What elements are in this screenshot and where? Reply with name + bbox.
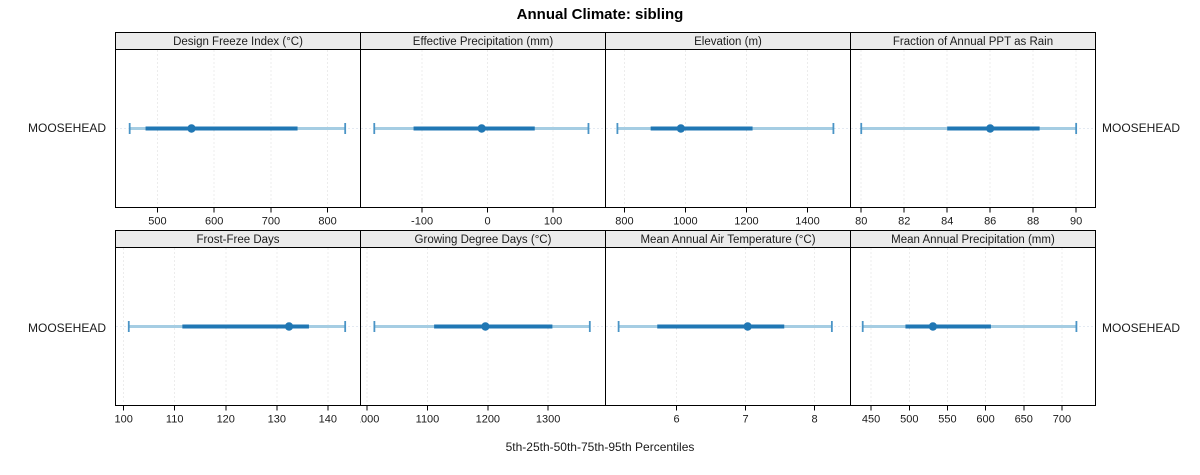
axis-tick-label: 90 bbox=[1070, 216, 1082, 228]
panel-2: Effective Precipitation (mm) -100 0 100 bbox=[360, 32, 606, 228]
panel-6: Growing Degree Days (°C) 1000 1100 1200 1300 bbox=[360, 230, 606, 426]
panel-1: Design Freeze Index (°C) 500 600 700 800 bbox=[115, 32, 361, 228]
panel-strip-title: Mean Annual Air Temperature (°C) bbox=[640, 234, 815, 246]
axis-tick-label: 800 bbox=[318, 216, 336, 228]
median-dot bbox=[187, 124, 196, 133]
row-label-right-bottom: MOOSEHEAD bbox=[1102, 321, 1181, 335]
axis-tick-label: 550 bbox=[938, 414, 956, 426]
axis-tick-label: 600 bbox=[976, 414, 994, 426]
panel-border bbox=[850, 49, 1096, 208]
panel-strip-title: Fraction of Annual PPT as Rain bbox=[893, 36, 1053, 48]
axis-tick-label: 1100 bbox=[416, 414, 440, 426]
panel-strip-title: Effective Precipitation (mm) bbox=[413, 36, 554, 48]
row-label-left-top: MOOSEHEAD bbox=[27, 121, 106, 135]
axis-tick-label: 120 bbox=[217, 414, 235, 426]
axis-tick-label: 1300 bbox=[536, 414, 560, 426]
panel-strip-title: Elevation (m) bbox=[694, 36, 762, 48]
axis-tick-label: 130 bbox=[268, 414, 286, 426]
panel-3: Elevation (m) 800 1000 1200 1400 bbox=[605, 32, 851, 228]
axis-tick-label: 6 bbox=[674, 414, 680, 426]
axis-tick-label: 7 bbox=[743, 414, 749, 426]
row-label-left-bottom: MOOSEHEAD bbox=[27, 321, 106, 335]
axis-tick-label: 86 bbox=[984, 216, 996, 228]
axis-tick-label: 84 bbox=[941, 216, 953, 228]
axis-tick-label: 1000 bbox=[673, 216, 697, 228]
panel-7: Mean Annual Air Temperature (°C) 6 7 8 bbox=[605, 230, 851, 426]
panel-strip-title: Growing Degree Days (°C) bbox=[415, 234, 552, 246]
axis-tick-label: 110 bbox=[166, 414, 184, 426]
axis-tick-label: 80 bbox=[855, 216, 867, 228]
median-dot bbox=[743, 322, 752, 331]
axis-tick-label: 1400 bbox=[795, 216, 819, 228]
axis-tick-label: 82 bbox=[898, 216, 910, 228]
axis-tick-label: 800 bbox=[615, 216, 633, 228]
axis-tick-label: 88 bbox=[1027, 216, 1039, 228]
median-dot bbox=[985, 124, 995, 133]
axis-tick-label: 1000 bbox=[360, 414, 379, 426]
axis-tick-label: 700 bbox=[262, 216, 280, 228]
panel-strip-title: Design Freeze Index (°C) bbox=[173, 36, 303, 48]
axis-tick-label: 140 bbox=[319, 414, 337, 426]
axis-tick-label: 1200 bbox=[476, 414, 500, 426]
panel-border bbox=[850, 247, 1096, 406]
axis-tick-label: 650 bbox=[1015, 414, 1033, 426]
median-dot bbox=[928, 322, 938, 331]
axis-tick-label: 500 bbox=[148, 216, 166, 228]
panel-strip-title: Frost-Free Days bbox=[196, 234, 279, 246]
axis-tick-label: 450 bbox=[862, 414, 880, 426]
median-dot bbox=[481, 322, 490, 331]
median-dot bbox=[676, 124, 686, 133]
axis-tick-label: 500 bbox=[900, 414, 918, 426]
axis-tick-label: 100 bbox=[115, 414, 133, 426]
axis-tick-label: 600 bbox=[205, 216, 223, 228]
median-dot bbox=[284, 322, 294, 331]
axis-tick-label: 700 bbox=[1053, 414, 1071, 426]
panel-strip-title: Mean Annual Precipitation (mm) bbox=[891, 234, 1055, 246]
chart-title: Annual Climate: sibling bbox=[516, 6, 684, 23]
panel-5: Frost-Free Days 100 110 120 130 140 bbox=[115, 230, 361, 426]
axis-tick-label: 1200 bbox=[734, 216, 758, 228]
panel-8: Mean Annual Precipitation (mm) 450 500 550 6… bbox=[850, 230, 1096, 426]
axis-tick-label: -100 bbox=[411, 216, 433, 228]
axis-caption: 5th-25th-50th-75th-95th Percentiles bbox=[505, 440, 695, 454]
row-label-right-top: MOOSEHEAD bbox=[1102, 121, 1181, 135]
axis-tick-label: 8 bbox=[812, 414, 818, 426]
panel-4: Fraction of Annual PPT as Rain 80 82 84 86 88… bbox=[850, 32, 1096, 228]
median-dot bbox=[477, 124, 486, 133]
axis-tick-label: 0 bbox=[485, 216, 491, 228]
axis-tick-label: 100 bbox=[544, 216, 562, 228]
